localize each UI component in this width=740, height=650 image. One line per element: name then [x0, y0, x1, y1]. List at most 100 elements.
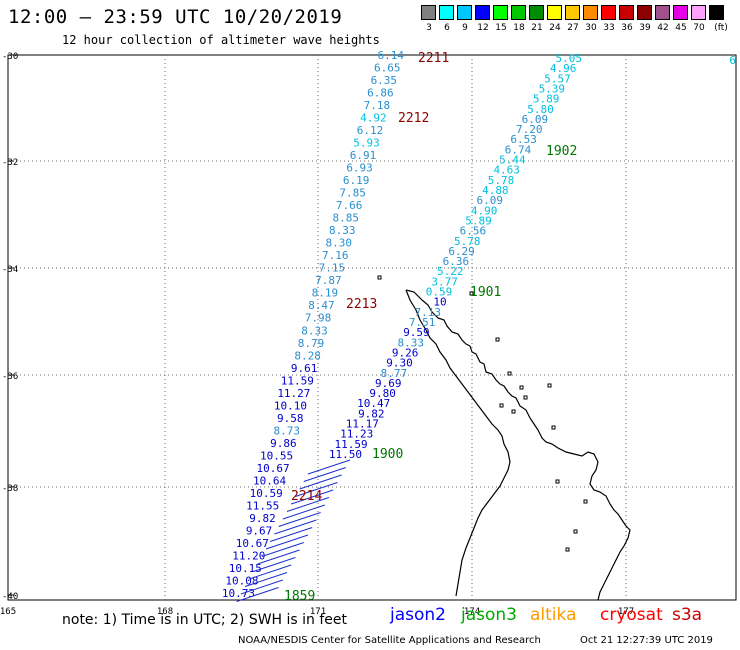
pass-time-label: 1900	[372, 447, 403, 462]
wave-height-label: 4.92	[360, 112, 387, 125]
scale-swatch	[547, 5, 562, 20]
scale-swatch	[475, 5, 490, 20]
wave-height-label: 11.55	[246, 499, 279, 512]
island-outline	[499, 403, 504, 408]
credit-line: NOAA/NESDIS Center for Satellite Applica…	[238, 635, 541, 646]
overlapping-track-labels	[270, 527, 313, 542]
wave-height-label: 4.90	[471, 204, 498, 217]
scale-label: 36	[621, 23, 633, 33]
longitude-label: 165	[0, 607, 16, 617]
wave-height-label: 9.82	[249, 512, 276, 525]
latitude-label: -34	[2, 265, 18, 275]
wave-height-label: 11.23	[340, 428, 373, 441]
scale-swatch	[655, 5, 670, 20]
wave-height-label: 7.87	[315, 274, 342, 287]
wave-height-label: 6.12	[357, 124, 384, 137]
wave-height-label: 7.15	[319, 262, 346, 275]
wave-height-label: 10.67	[236, 537, 269, 550]
island-outline	[495, 337, 500, 342]
scale-swatch	[619, 5, 634, 20]
wave-height-label: 11.27	[277, 387, 310, 400]
scale-swatch	[637, 5, 652, 20]
satellite-label-s3a: s3a	[672, 605, 703, 625]
pass-time-label: 2213	[346, 297, 377, 312]
scale-swatch	[529, 5, 544, 20]
wave-height-label: 8.85	[332, 212, 359, 225]
wave-height-label: 5.89	[533, 93, 560, 106]
east-coastline	[405, 289, 631, 601]
wave-height-label: 6.14	[378, 49, 405, 62]
wave-height-label: 5.78	[454, 235, 481, 248]
wave-height-label: 11.59	[335, 438, 368, 451]
scale-label: 39	[639, 23, 651, 33]
wave-height-label: 6.09	[477, 194, 504, 207]
scale-label: 42	[657, 23, 669, 33]
pass-time-label: 1902	[546, 144, 577, 159]
west-coastline	[405, 289, 511, 597]
wave-height-label: 5.93	[353, 137, 380, 150]
longitude-label: 177	[618, 607, 634, 617]
wave-height-label: 11.59	[281, 374, 314, 387]
wave-height-label: 8.33	[301, 324, 328, 337]
wave-height-label: 6.19	[343, 174, 370, 187]
wave-height-label: 9.61	[291, 362, 318, 375]
island-outline	[547, 383, 552, 388]
wave-height-label: 6.56	[460, 225, 487, 238]
wave-height-label: 9.30	[386, 357, 413, 370]
overlapping-track-labels	[295, 482, 338, 497]
wave-height-label: 10.64	[253, 474, 286, 487]
wave-height-label: 5.80	[527, 103, 554, 116]
overlapping-track-labels	[240, 579, 283, 595]
pass-time-label: 2212	[398, 111, 429, 126]
scale-label: 18	[513, 23, 525, 33]
wave-height-label: 6.74	[505, 143, 532, 156]
wave-height-label: 10.55	[260, 449, 293, 462]
map-title: 12:00 – 23:59 UTC 10/20/2019	[8, 6, 343, 28]
map-frame	[7, 54, 737, 601]
island-outline	[511, 409, 516, 414]
pass-time-label: 2211	[418, 51, 449, 66]
wave-height-label: 5.44	[499, 154, 526, 167]
wave-height-label: 7.20	[516, 123, 543, 136]
overlapping-track-labels	[274, 519, 317, 535]
wave-height-label: 5.89	[465, 214, 492, 227]
wave-height-label: 8.28	[294, 349, 321, 362]
island-outline	[377, 275, 382, 280]
wave-height-label: 9.82	[358, 407, 385, 420]
wave-height-label: 9.69	[375, 377, 402, 390]
overlapping-track-labels	[291, 489, 334, 505]
wave-height-label: 7.98	[305, 312, 332, 325]
wave-height-label: 6.53	[510, 133, 537, 146]
wave-height-label: 9.80	[369, 387, 396, 400]
scale-swatch	[691, 5, 706, 20]
scale-swatch	[673, 5, 688, 20]
wave-height-label: 8.19	[312, 287, 339, 300]
wave-height-label: 6.29	[448, 245, 475, 258]
scale-swatch	[565, 5, 580, 20]
wave-height-label: 4.63	[493, 164, 520, 177]
satellite-label-altika: altika	[530, 605, 577, 625]
pass-time-label: 1901	[470, 285, 501, 300]
scale-label: 30	[585, 23, 597, 33]
wave-height-label: 4.88	[482, 184, 509, 197]
scale-swatch	[457, 5, 472, 20]
scale-swatch	[439, 5, 454, 20]
island-outline	[469, 291, 474, 296]
wave-height-label: 0.59	[426, 286, 453, 299]
overlapping-track-labels	[278, 512, 321, 527]
wave-height-label: 7.13	[414, 306, 441, 319]
wave-height-label: 9.59	[403, 326, 430, 339]
overlapping-track-labels	[261, 542, 304, 557]
overlapping-track-labels	[236, 587, 279, 602]
overlapping-track-labels	[249, 564, 292, 580]
scale-label: 15	[495, 23, 507, 33]
map-subtitle: 12 hour collection of altimeter wave hei…	[62, 33, 380, 47]
wave-height-label: 6.91	[350, 149, 377, 162]
footer-note: note: 1) Time is in UTC; 2) SWH is in fe…	[62, 612, 348, 628]
overlapping-track-labels	[307, 459, 351, 475]
overlapping-track-labels	[244, 572, 288, 587]
scale-label: 3	[426, 23, 432, 33]
wave-height-label: 5.05	[556, 52, 583, 65]
wave-height-label: 10.67	[257, 462, 290, 475]
